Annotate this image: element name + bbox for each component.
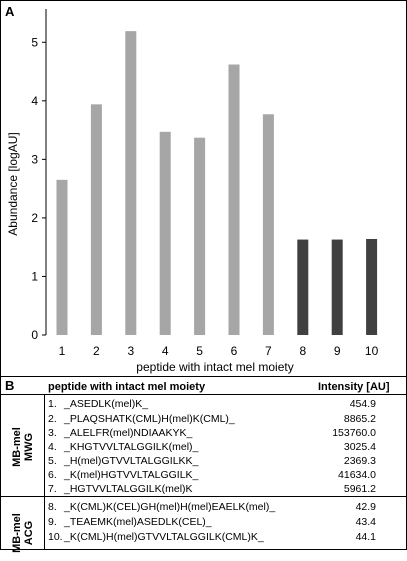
intensity-value: 454.9 <box>349 398 376 410</box>
group-divider <box>1 496 406 497</box>
intensity-value: 2369.3 <box>343 455 376 467</box>
panel-a-letter: A <box>5 4 15 19</box>
group-label-divider <box>44 394 45 549</box>
peptide-sequence: _K(CML)H(mel)GTVVLTALGGILK(CML)K_ <box>64 531 264 543</box>
table-row: 2. _PLAQSHATK(CML)H(mel)K(CML)_ <box>48 412 235 426</box>
x-axis: 1 2 3 4 5 6 7 8 9 10 <box>59 344 379 358</box>
intensity-value: 8865.2 <box>343 413 376 425</box>
bar-10 <box>366 238 378 335</box>
intensity-value: 5961.2 <box>343 483 376 495</box>
bar-chart: 0 1 2 3 4 5 1 2 3 4 5 6 7 8 9 10 Abundance [logAU] pep… <box>6 9 379 374</box>
row-number: 4. <box>48 441 57 453</box>
intensity-value: 153760.0 <box>332 427 376 439</box>
intensity-value: 41634.0 <box>338 469 376 481</box>
y-tick-label: 0 <box>31 328 38 342</box>
row-number: 1. <box>48 398 57 410</box>
bar-3 <box>125 31 137 336</box>
peptide-sequence: _HGTVVLTALGGILK(mel)K <box>64 483 193 495</box>
table-row: 3. _ALELFR(mel)NDIAAKYK_ <box>48 426 192 440</box>
row-number: 5. <box>48 455 57 467</box>
y-tick-label: 2 <box>31 211 38 225</box>
x-axis-label: peptide with intact mel moiety <box>136 360 293 374</box>
x-tick-label: 2 <box>93 344 100 358</box>
table-row: 8. _K(CML)K(CEL)GH(mel)H(mel)EAELK(mel)_ <box>48 500 275 514</box>
intensity-value: 42.9 <box>355 501 376 513</box>
intensity-value: 43.4 <box>355 516 376 528</box>
x-tick-label: 10 <box>365 344 379 358</box>
peptide-sequence: _H(mel)GTVVLTALGGILKK_ <box>64 455 199 467</box>
table-row: 6. _K(mel)HGTVVLTALGGILK_ <box>48 468 198 482</box>
bar-8 <box>297 239 309 335</box>
peptide-sequence: _K(mel)HGTVVLTALGGILK_ <box>64 469 199 481</box>
intensity-value: 44.1 <box>355 531 376 543</box>
column-header-intensity: Intensity [AU] <box>318 381 390 393</box>
y-tick-label: 5 <box>31 35 38 49</box>
bar-9 <box>331 239 343 335</box>
bar-7 <box>262 114 274 336</box>
row-number: 2. <box>48 413 57 425</box>
x-tick-label: 8 <box>299 344 306 358</box>
x-tick-label: 4 <box>162 344 169 358</box>
y-axis-label: Abundance [logAU] <box>6 132 20 235</box>
table-row: 10._K(CML)H(mel)GTVVLTALGGILK(CML)K_ <box>48 530 264 544</box>
panel-a: 0 1 2 3 4 5 1 2 3 4 5 6 7 8 9 10 Abundance [logAU] pep… <box>0 0 407 377</box>
intensity-value: 3025.4 <box>343 441 376 453</box>
group-label-line: MB-mel <box>11 427 23 467</box>
peptide-sequence: _K(CML)K(CEL)GH(mel)H(mel)EAELK(mel)_ <box>64 501 276 513</box>
x-tick-label: 3 <box>127 344 134 358</box>
group-label-line: MWG <box>23 432 35 462</box>
table-row: 9. _TEAEMK(mel)ASEDLK(CEL)_ <box>48 515 212 529</box>
table-row: 5. _H(mel)GTVVLTALGGILKK_ <box>48 454 198 468</box>
row-number: 7. <box>48 483 57 495</box>
bar-1 <box>56 179 68 335</box>
header-divider <box>1 394 406 395</box>
row-number: 8. <box>48 501 57 513</box>
table-row: 7. _HGTVVLTALGGILK(mel)K <box>48 482 193 496</box>
peptide-sequence: _ASEDLK(mel)K_ <box>64 398 149 410</box>
table-row: 4. _KHGTVVLTALGGILK(mel)_ <box>48 440 198 454</box>
peptide-sequence: _ALELFR(mel)NDIAAKYK_ <box>64 427 193 439</box>
x-tick-label: 7 <box>265 344 272 358</box>
x-tick-label: 6 <box>231 344 238 358</box>
y-tick-label: 1 <box>31 269 38 283</box>
bar-2 <box>90 104 102 336</box>
bar-4 <box>159 131 171 335</box>
peptide-sequence: _PLAQSHATK(CML)H(mel)K(CML)_ <box>64 413 235 425</box>
row-number: 9. <box>48 516 57 528</box>
bar-5 <box>194 137 206 335</box>
y-tick-label: 4 <box>31 94 38 108</box>
x-tick-label: 5 <box>196 344 203 358</box>
peptide-sequence: _TEAEMK(mel)ASEDLK(CEL)_ <box>64 516 212 528</box>
y-tick-label: 3 <box>31 152 38 166</box>
column-header-peptide: peptide with intact mel moiety <box>48 381 206 393</box>
row-number: 6. <box>48 469 57 481</box>
x-tick-label: 9 <box>334 344 341 358</box>
row-number: 3. <box>48 427 57 439</box>
y-axis: 0 1 2 3 4 5 <box>31 9 47 342</box>
panel-b: B peptide with intact mel moiety Intensi… <box>0 377 407 553</box>
table-row: 1. _ASEDLK(mel)K_ <box>48 397 148 411</box>
panel-b-letter: B <box>5 378 15 393</box>
x-tick-label: 1 <box>59 344 66 358</box>
group-label-line: MB-mel <box>11 513 23 553</box>
group-label-acg: MB-mel ACG <box>11 505 35 561</box>
group-label-line: ACG <box>23 520 35 546</box>
peptide-sequence: _KHGTVVLTALGGILK(mel)_ <box>64 441 199 453</box>
group-label-mwg: MB-mel MWG <box>11 419 35 475</box>
bar-6 <box>228 64 240 335</box>
row-number: 10. <box>48 531 63 543</box>
